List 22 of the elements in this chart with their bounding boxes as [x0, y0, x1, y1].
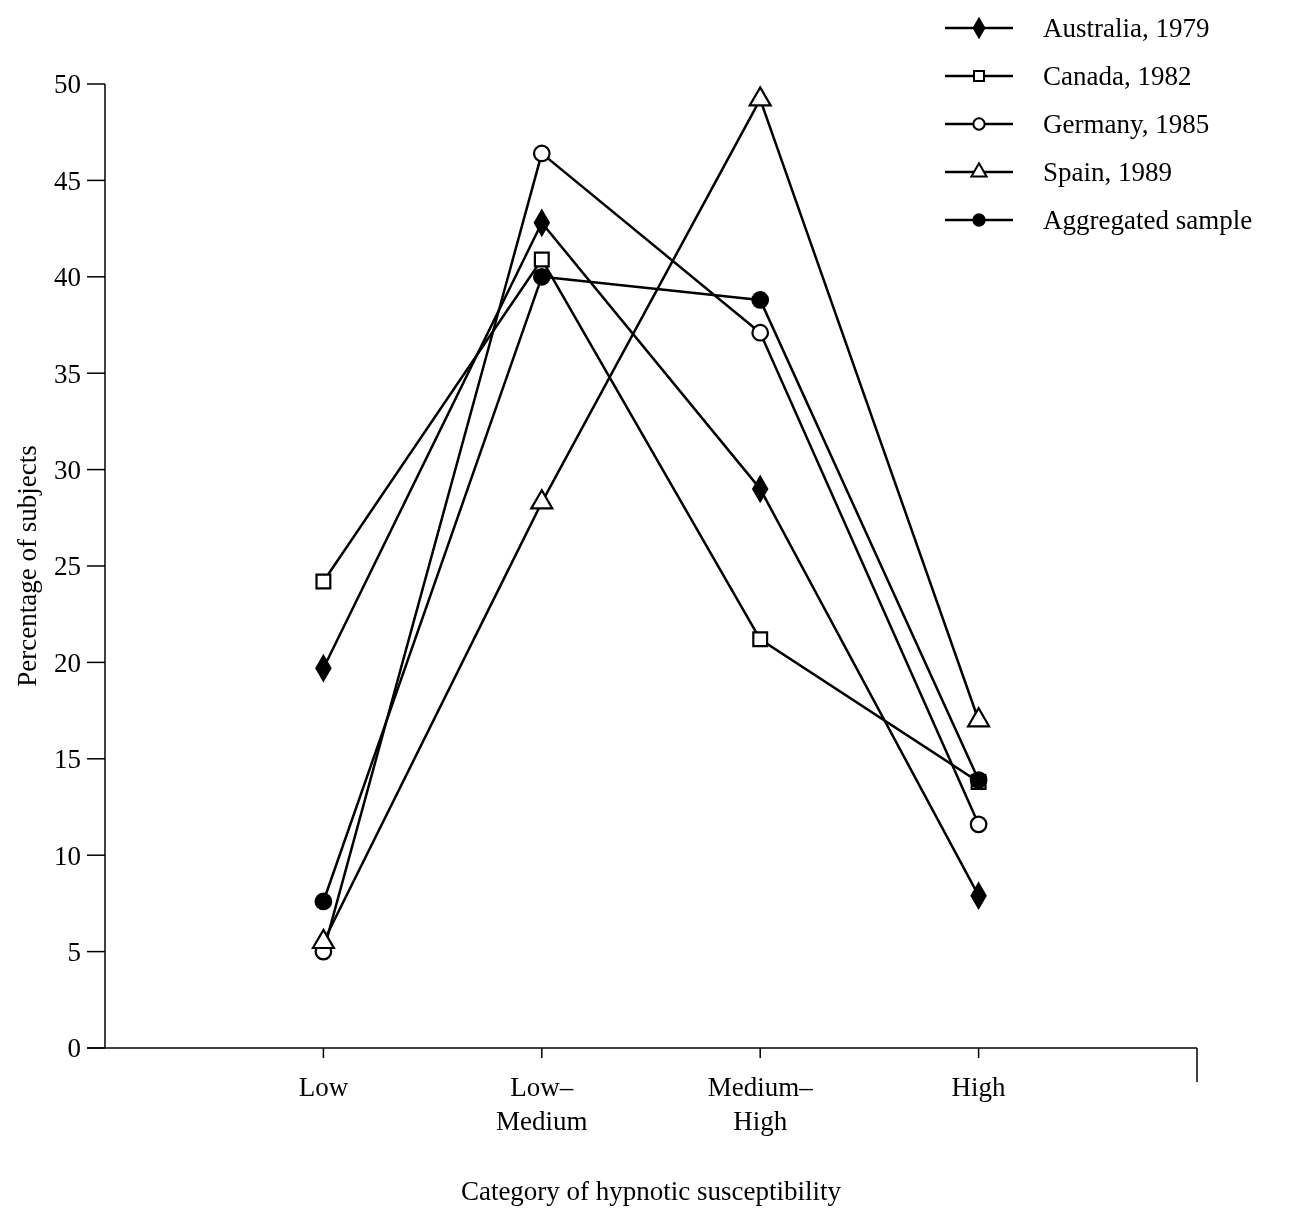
legend-label: Spain, 1989	[1043, 157, 1173, 188]
y-axis-title: Percentage of subjects	[12, 445, 42, 687]
y-tick-label: 0	[67, 1033, 81, 1064]
legend-label: Australia, 1979	[1043, 13, 1210, 44]
y-tick-label: 25	[54, 551, 81, 582]
x-tick-label: Low–Medium	[496, 1072, 588, 1136]
y-tick-label: 35	[54, 358, 81, 389]
y-tick-label: 45	[54, 165, 81, 196]
x-axis-title: Category of hypnotic susceptibility	[460, 1176, 842, 1206]
y-tick-label: 15	[54, 744, 81, 775]
y-tick-label: 50	[54, 69, 81, 100]
legend-label: Canada, 1982	[1043, 61, 1192, 92]
y-tick-label: 5	[67, 937, 81, 968]
y-tick-label: 40	[54, 262, 81, 293]
x-tick-label: Low	[298, 1072, 349, 1102]
legend-label: Aggregated sample	[1043, 205, 1253, 236]
legend-label: Germany, 1985	[1043, 109, 1210, 140]
y-tick-label: 10	[54, 840, 81, 871]
x-tick-label: Medium–High	[707, 1072, 814, 1136]
y-tick-label: 20	[54, 647, 81, 678]
y-tick-label: 30	[54, 455, 81, 486]
x-tick-label: High	[951, 1072, 1007, 1102]
